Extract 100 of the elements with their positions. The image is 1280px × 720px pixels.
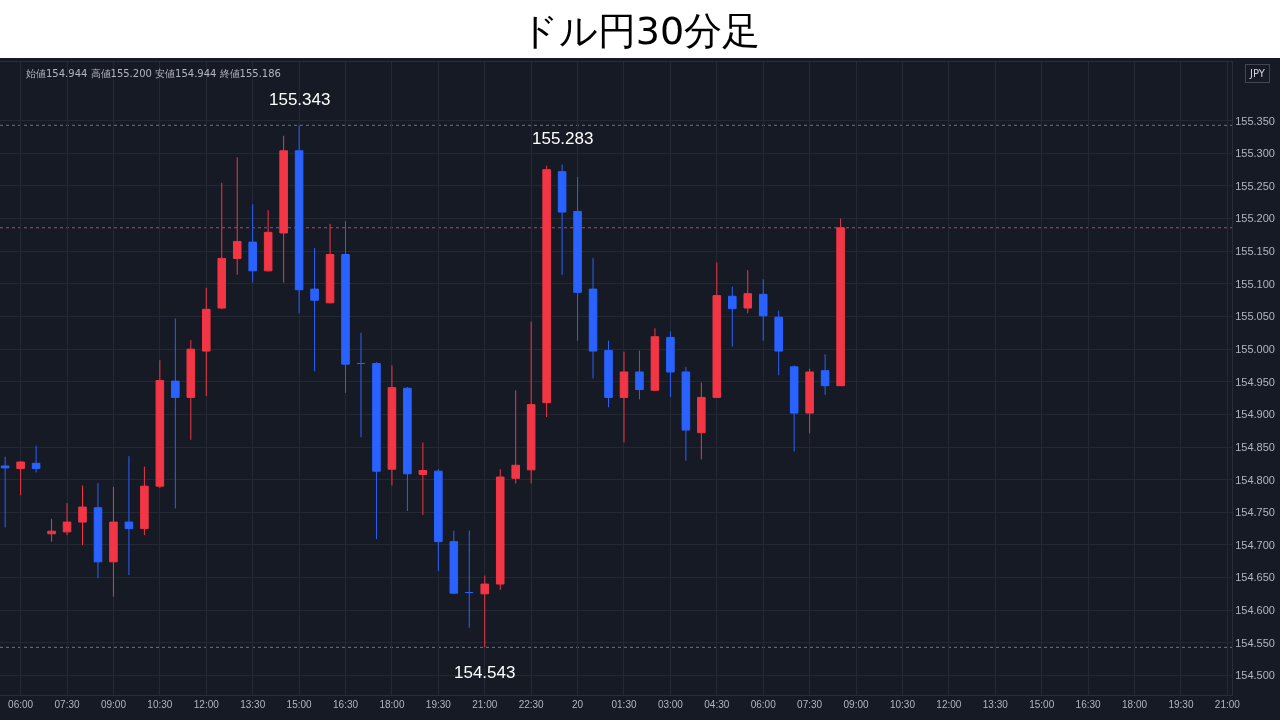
candlestick: [279, 135, 288, 284]
x-tick-label: 18:00: [379, 699, 405, 710]
x-tick-label: 20: [572, 699, 584, 710]
x-tick-label: 15:00: [286, 699, 313, 710]
x-tick-label: 06:00: [8, 699, 34, 710]
x-tick-label: 15:00: [1029, 699, 1055, 710]
y-tick-label: 154.800: [1235, 473, 1275, 486]
y-tick-label: 154.600: [1235, 604, 1275, 617]
candlestick: [526, 321, 536, 485]
candlestick: [403, 386, 412, 512]
candlestick: [434, 468, 443, 572]
candlestick: [155, 359, 165, 489]
y-tick-label: 154.750: [1235, 506, 1275, 519]
candlestick: [109, 486, 118, 597]
x-tick-label: 09:00: [843, 699, 870, 710]
candlestick: [511, 389, 520, 485]
y-tick-label: 154.850: [1235, 440, 1275, 453]
candlestick: [16, 460, 25, 496]
candlestick: [619, 351, 629, 443]
candlestick: [294, 124, 304, 314]
candlestick: [697, 381, 706, 460]
candlestick: [201, 287, 211, 397]
candlestick: [789, 364, 799, 453]
candlestick: [557, 163, 567, 276]
x-tick-label: 13:30: [240, 699, 266, 710]
candlestick: [836, 218, 845, 387]
candlestick: [372, 361, 381, 540]
candlestick: [232, 156, 242, 276]
y-tick-label: 155.100: [1235, 277, 1275, 290]
x-tick-label: 18:00: [1122, 699, 1148, 710]
candlestick: [820, 353, 830, 396]
candlestick: [325, 223, 335, 304]
candlestick: [140, 466, 149, 536]
y-tick-label: 154.650: [1235, 571, 1275, 584]
x-tick-label: 19:30: [425, 699, 452, 710]
candlestick: [805, 368, 814, 434]
annotation: 155.283: [532, 129, 594, 148]
candlestick: [263, 209, 273, 272]
candlestick: [449, 530, 459, 595]
x-tick-label: 10:30: [889, 699, 916, 710]
candlestick: [93, 482, 103, 579]
candlestick: [666, 331, 675, 398]
candlestick: [310, 247, 319, 372]
x-tick-label: 03:00: [657, 699, 684, 710]
candlestick: [418, 441, 428, 516]
candlestick: [464, 530, 474, 629]
candlestick: [712, 261, 722, 399]
x-tick-label: 13:30: [982, 699, 1009, 710]
x-tick-label: 01:30: [611, 699, 637, 710]
candlestick: [774, 310, 783, 376]
y-tick-label: 154.500: [1235, 669, 1275, 682]
x-tick-label: 07:30: [797, 699, 823, 710]
candlestick: [480, 575, 490, 648]
candlestick: [681, 366, 691, 462]
annotation: 155.343: [269, 90, 331, 109]
candlestick: [743, 269, 753, 314]
y-tick-label: 155.300: [1235, 147, 1275, 160]
x-tick-label: 21:00: [1214, 699, 1241, 710]
y-tick-label: 155.150: [1235, 245, 1275, 258]
y-tick-label: 154.900: [1235, 408, 1275, 421]
y-tick-label: 155.000: [1235, 342, 1275, 355]
x-tick-label: 04:30: [704, 699, 730, 710]
annotation: 始値154.944 高値155.200 安値154.944 終値155.186: [26, 68, 281, 79]
candlestick: [356, 332, 366, 438]
candlestick: [573, 176, 582, 342]
y-tick-label: 155.350: [1235, 114, 1275, 127]
y-tick-label: 155.050: [1235, 310, 1275, 323]
candlestick: [387, 364, 397, 487]
x-tick-label: 12:00: [936, 699, 962, 710]
candlestick: [0, 456, 10, 528]
candlestick: [78, 485, 87, 546]
candlestick: [171, 317, 180, 509]
candlestick: [728, 285, 737, 348]
annotation: 154.543: [454, 663, 516, 682]
chart-title: ドル円30分足: [519, 9, 761, 54]
candlestick: [31, 445, 41, 473]
candlestick: [604, 340, 613, 408]
x-tick-label: 06:00: [750, 699, 777, 710]
candlestick: [124, 455, 134, 576]
candlestick: [758, 278, 768, 342]
x-tick-label: 09:00: [100, 699, 127, 710]
candlestick: [588, 257, 598, 379]
candlestick: [495, 468, 505, 591]
y-tick-label: 154.700: [1235, 538, 1275, 551]
candlestick: [650, 327, 660, 392]
y-tick-label: 154.550: [1235, 636, 1275, 649]
y-tick-label: 155.250: [1235, 179, 1275, 192]
x-tick-label: 22:30: [518, 699, 545, 710]
candlestick: [217, 182, 227, 310]
x-tick-label: 10:30: [147, 699, 173, 710]
candlestick: [248, 203, 257, 284]
y-tick-label: 154.950: [1235, 375, 1275, 388]
candlestick: [635, 349, 644, 400]
y-tick-label: 155.200: [1235, 212, 1275, 225]
x-tick-label: 07:30: [54, 699, 80, 710]
candlestick: [47, 518, 56, 543]
x-tick-label: 21:00: [472, 699, 498, 710]
x-tick-label: 19:30: [1168, 699, 1194, 710]
x-tick-label: 12:00: [193, 699, 220, 710]
candlestick: [341, 220, 350, 394]
